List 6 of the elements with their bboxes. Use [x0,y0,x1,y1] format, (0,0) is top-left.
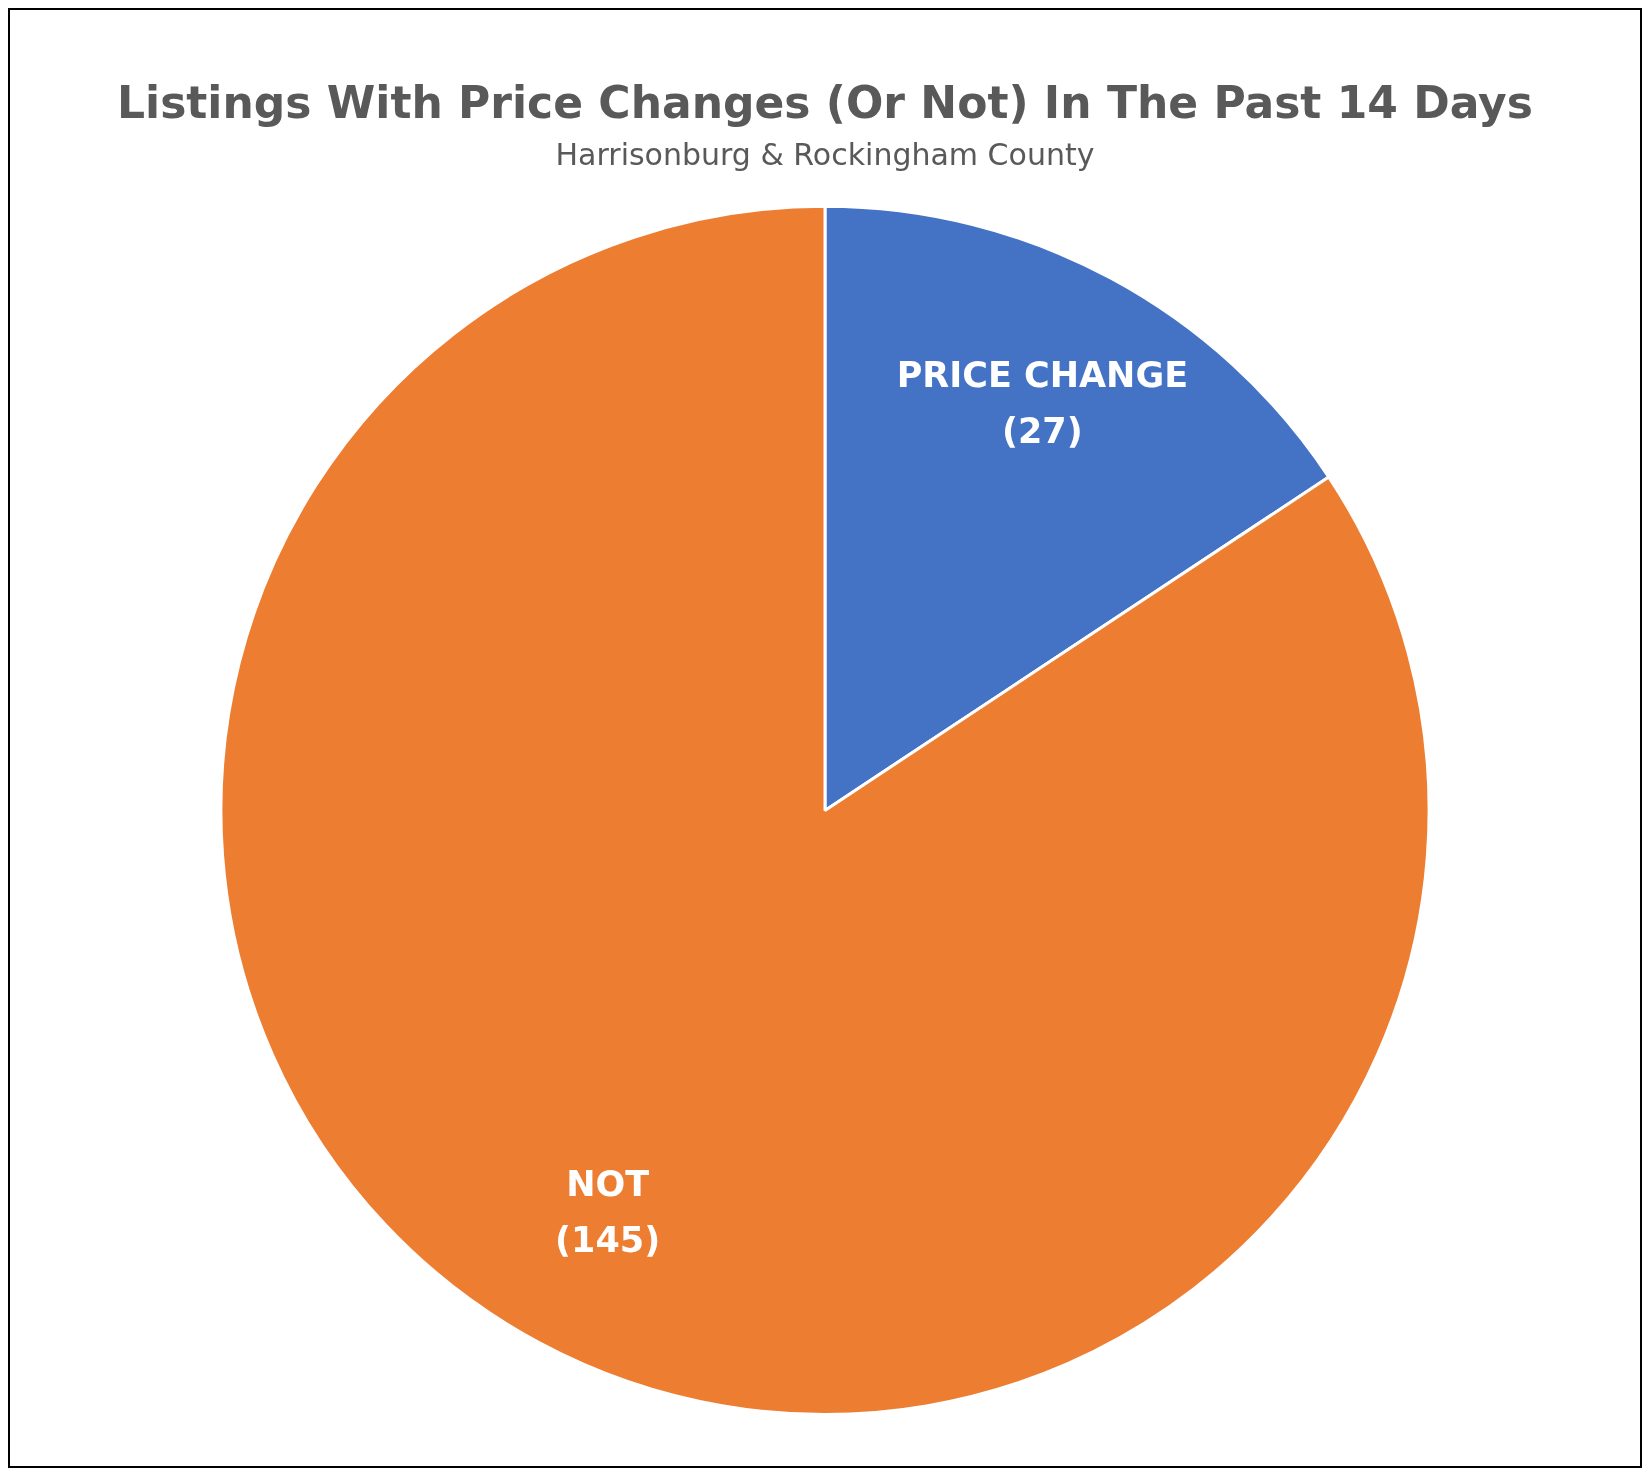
data-label: (145) [555,1219,661,1260]
chart-title: Listings With Price Changes (Or Not) In The Past 14 Days [117,76,1533,128]
chart-subtitle: Harrisonburg & Rockingham County [555,136,1095,172]
slice-label: PRICE CHANGE [896,355,1189,396]
data-label: (27) [1002,411,1083,452]
slice-label: NOT [566,1163,650,1204]
